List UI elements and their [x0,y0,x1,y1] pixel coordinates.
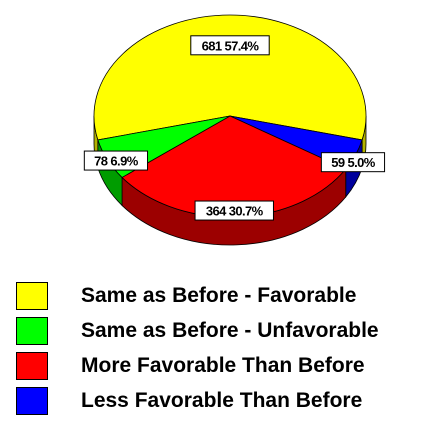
legend-swatch [16,387,48,415]
legend-label: Same as Before - Favorable [81,284,357,307]
data-label-box [320,152,386,173]
data-label-less-favorable-than-before: 59 5.0% [320,152,386,173]
data-label-text: 364 30.7% [206,204,264,219]
legend-item-same-unfavorable: Same as Before - Unfavorable [16,317,435,345]
data-label-same-as-before-unfavorable: 78 6.9% [83,150,149,171]
data-label-text: 681 57.4% [202,38,260,53]
legend-label: More Favorable Than Before [81,354,365,377]
legend-label: Less Favorable Than Before [81,389,363,412]
data-label-box [83,150,149,171]
pie-slice-same-as-before-favorable [93,14,367,141]
data-label-text: 78 6.9% [94,154,139,169]
legend-swatch [16,352,48,380]
legend: Same as Before - Favorable Same as Befor… [16,282,435,423]
legend-swatch [16,282,48,310]
data-label-text: 59 5.0% [331,155,376,170]
data-label-box [190,35,270,56]
legend-item-more-favorable: More Favorable Than Before [16,352,435,380]
legend-item-less-favorable: Less Favorable Than Before [16,387,435,415]
data-label-same-as-before-favorable: 681 57.4% [190,35,270,56]
data-label-box [194,200,274,221]
legend-item-same-favorable: Same as Before - Favorable [16,282,435,310]
data-label-more-favorable-than-before: 364 30.7% [194,200,274,221]
legend-label: Same as Before - Unfavorable [81,319,379,342]
pie-chart: 681 57.4% 59 5.0% 364 30.7% 78 6.9% [83,14,386,246]
legend-swatch [16,317,48,345]
